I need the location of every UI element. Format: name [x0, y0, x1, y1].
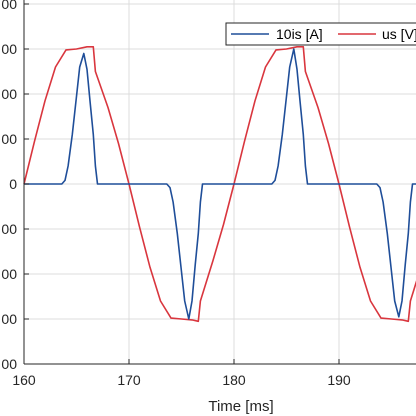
y-tick-label: 00: [1, 221, 17, 237]
series-line-us: [23, 45, 416, 323]
y-tick-label: 00: [1, 131, 17, 147]
legend-label-us: us [V]: [382, 26, 416, 42]
series-line-10is: [24, 48, 416, 320]
axes: [23, 0, 416, 365]
x-axis-title: Time [ms]: [208, 398, 273, 415]
y-tick-label: 00: [1, 86, 17, 102]
x-tick-label: 190: [327, 372, 351, 388]
y-tick-label: 00: [1, 0, 17, 12]
x-tick-label: 180: [222, 372, 246, 388]
legend-box: [225, 22, 416, 46]
series-layer: [23, 45, 416, 323]
x-tick-label: 170: [117, 372, 141, 388]
y-tick-label: 0: [9, 176, 17, 192]
plot-background: [24, 0, 416, 364]
y-tick-label: 00: [1, 356, 17, 372]
y-tick-label: 00: [1, 311, 17, 327]
y-tick-label: 00: [1, 266, 17, 282]
y-tick-label: 00: [1, 41, 17, 57]
x-tick-label: 160: [12, 372, 36, 388]
legend: 10is [A] us [V]: [225, 22, 416, 46]
legend-label-10is: 10is [A]: [276, 26, 323, 42]
